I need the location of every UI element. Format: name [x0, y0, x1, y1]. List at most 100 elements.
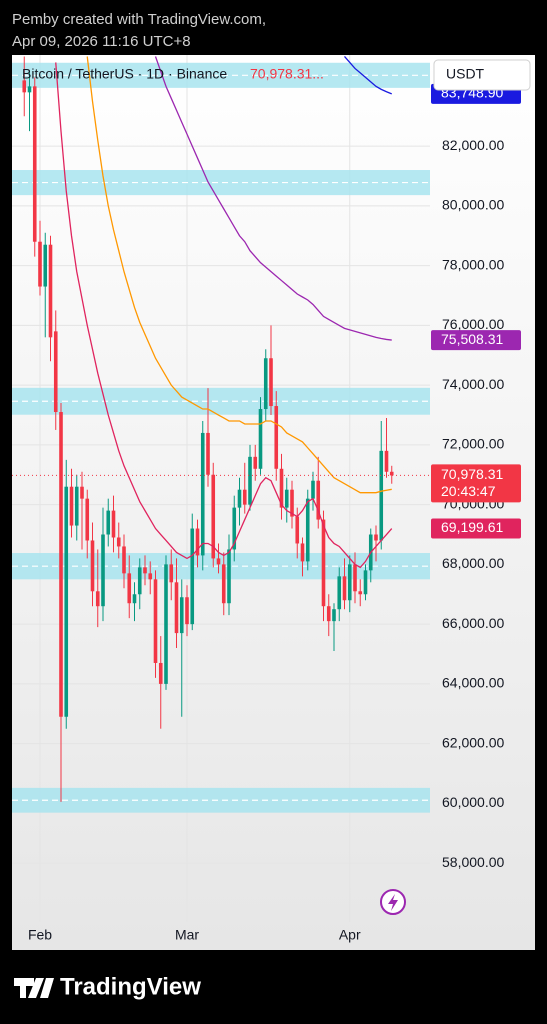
x-tick-label: Feb: [28, 927, 52, 943]
candle-body: [111, 510, 116, 538]
candle-body: [69, 486, 74, 526]
price-axis: 58,000.00 60,000.00 62,000.00 64,000.00 66,0…: [28, 83, 521, 943]
candle-body: [143, 567, 147, 574]
y-tick-label: 78,000.00: [442, 256, 504, 272]
y-tick-label: 62,000.00: [442, 734, 504, 750]
candle-body: [200, 432, 205, 556]
y-tick-label: 68,000.00: [442, 555, 504, 571]
candle-body: [158, 662, 163, 684]
candle-body: [179, 597, 184, 634]
date-line: Apr 09, 2026 11:16 UTC+8: [12, 33, 191, 50]
overlay: Bitcoin / TetherUS · 1D · Binance 70,978…: [14, 59, 531, 1000]
candle-body: [190, 528, 195, 625]
candle-body: [342, 576, 347, 601]
x-tick-label: Apr: [339, 927, 361, 943]
candle-body: [122, 546, 126, 574]
candle-body: [227, 549, 231, 604]
candle-body: [211, 474, 216, 559]
x-tick-label: Mar: [175, 927, 199, 943]
y-tick-label: 82,000.00: [442, 137, 504, 153]
candle-body: [27, 86, 32, 93]
candle-body: [379, 450, 384, 541]
y-tick-label: 74,000.00: [442, 376, 504, 392]
moving-average: [154, 56, 392, 341]
price-label-box: [431, 518, 521, 539]
candle-body: [358, 591, 363, 595]
candle-body: [95, 591, 100, 607]
moving-average: [55, 62, 393, 569]
plot: [12, 55, 430, 922]
candle-body: [284, 489, 289, 508]
candle-body: [269, 358, 273, 407]
candle-body: [185, 597, 189, 625]
y-tick-label: 66,000.00: [442, 615, 504, 631]
candle-body: [326, 606, 331, 622]
countdown: 20:43:47: [441, 483, 496, 499]
currency[interactable]: USDT: [446, 66, 485, 82]
candle-body: [48, 244, 53, 338]
candle-body: [389, 471, 394, 476]
symbol-title: Bitcoin / TetherUS · 1D · Binance: [22, 66, 227, 82]
candle-body: [353, 564, 357, 592]
candle-body: [206, 432, 210, 475]
zone: [12, 170, 430, 196]
candle-body: [332, 609, 336, 622]
candle-body: [116, 537, 121, 547]
candle-body: [90, 540, 95, 592]
candle-body: [237, 489, 242, 508]
currency-box[interactable]: [433, 59, 531, 91]
y-tick-label: 72,000.00: [442, 436, 504, 452]
candle-body: [74, 486, 79, 526]
author-line: Pemby created with TradingView.com,: [12, 11, 266, 28]
brand-logo: [14, 978, 54, 998]
candle-body: [64, 486, 69, 717]
moving-average: [344, 56, 392, 95]
candle-body: [169, 564, 174, 583]
zone: [12, 62, 430, 88]
candle-body: [216, 558, 221, 565]
candle-body: [38, 241, 42, 287]
candle-body: [101, 534, 105, 607]
candle-body: [305, 498, 310, 562]
candle-body: [263, 358, 268, 410]
price-label-box: [431, 330, 521, 351]
title-price: 70,978.31...: [250, 66, 324, 82]
last-price-label: 70,978.31: [441, 466, 503, 482]
candle-body: [164, 564, 168, 684]
zone: [12, 787, 430, 813]
candle-body: [258, 409, 263, 469]
candle-body: [132, 594, 137, 604]
candle-body: [279, 468, 284, 508]
y-tick-label: 60,000.00: [442, 794, 504, 810]
candle-body: [374, 534, 378, 541]
lightning-icon: [388, 894, 398, 911]
candle-body: [316, 480, 321, 520]
candle-body: [80, 486, 84, 499]
candle-body: [384, 450, 389, 472]
candle-body: [232, 507, 237, 550]
candle-body: [253, 456, 258, 469]
price-label: 75,508.31: [441, 331, 503, 347]
candle-body: [337, 576, 342, 610]
candle-body: [363, 570, 368, 595]
candle-body: [22, 80, 27, 93]
y-tick-label: 80,000.00: [442, 197, 504, 213]
candle-body: [32, 86, 37, 242]
candle-body: [174, 582, 179, 634]
candle-body: [153, 579, 158, 663]
candle-body: [59, 412, 63, 717]
last-price-box: [431, 464, 521, 503]
price-label: 69,199.61: [441, 519, 503, 535]
candle-body: [274, 406, 279, 469]
candle-body: [43, 244, 48, 287]
candle-body: [85, 498, 90, 541]
candle-body: [53, 331, 58, 413]
candle-body: [300, 543, 305, 562]
moving-average: [86, 56, 392, 494]
candle-body: [248, 456, 252, 505]
candle-body: [195, 528, 200, 556]
zone: [12, 553, 430, 580]
y-tick-label: 64,000.00: [442, 675, 504, 691]
